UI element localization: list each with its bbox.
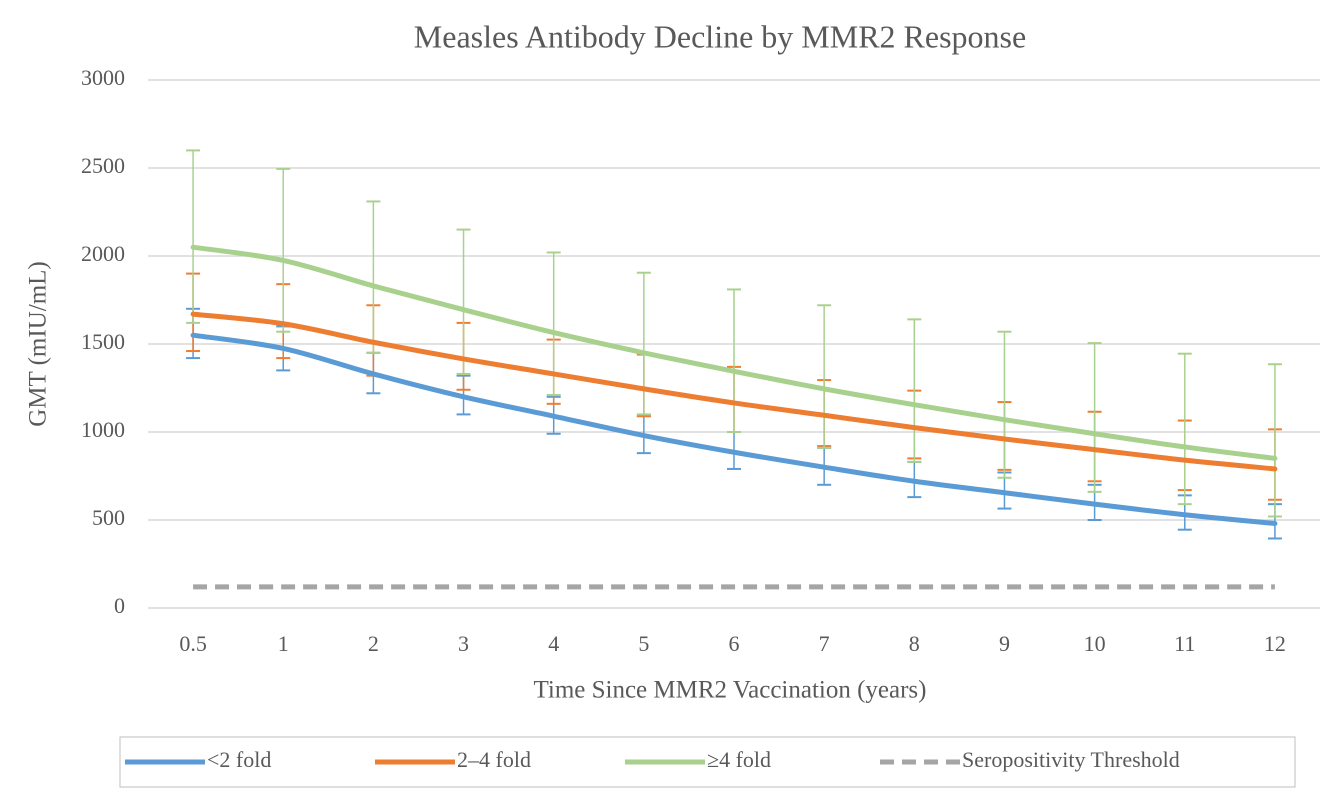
- x-tick-label: 11: [1174, 631, 1195, 656]
- legend-label: 2–4 fold: [457, 747, 531, 772]
- legend-label: Seropositivity Threshold: [962, 747, 1180, 772]
- y-tick-label: 0: [114, 593, 125, 618]
- y-tick-label: 1500: [81, 329, 125, 354]
- y-tick-label: 2000: [81, 241, 125, 266]
- x-tick-label: 2: [368, 631, 379, 656]
- x-tick-label: 7: [819, 631, 830, 656]
- legend-label: <2 fold: [207, 747, 271, 772]
- x-tick-label: 10: [1084, 631, 1106, 656]
- y-tick-label: 500: [92, 505, 125, 530]
- x-tick-label: 12: [1264, 631, 1286, 656]
- x-tick-label: 6: [729, 631, 740, 656]
- series-line: [190, 244, 1278, 461]
- y-axis-title: GMT (mIU/mL): [25, 261, 52, 427]
- y-tick-label: 3000: [81, 65, 125, 90]
- series-line: [190, 332, 1278, 527]
- legend-box: [119, 736, 1296, 788]
- chart-title: Measles Antibody Decline by MMR2 Respons…: [414, 18, 1026, 54]
- series-line: [190, 311, 1278, 472]
- x-tick-label: 4: [548, 631, 559, 656]
- x-tick-label: 9: [999, 631, 1010, 656]
- legend-label: ≥4 fold: [707, 747, 771, 772]
- y-tick-label: 1000: [81, 417, 125, 442]
- x-tick-label: 0.5: [179, 631, 207, 656]
- x-tick-label: 1: [278, 631, 289, 656]
- x-tick-label: 3: [458, 631, 469, 656]
- x-tick-label: 8: [909, 631, 920, 656]
- x-axis-title: Time Since MMR2 Vaccination (years): [533, 677, 926, 704]
- y-tick-label: 2500: [81, 153, 125, 178]
- x-tick-label: 5: [638, 631, 649, 656]
